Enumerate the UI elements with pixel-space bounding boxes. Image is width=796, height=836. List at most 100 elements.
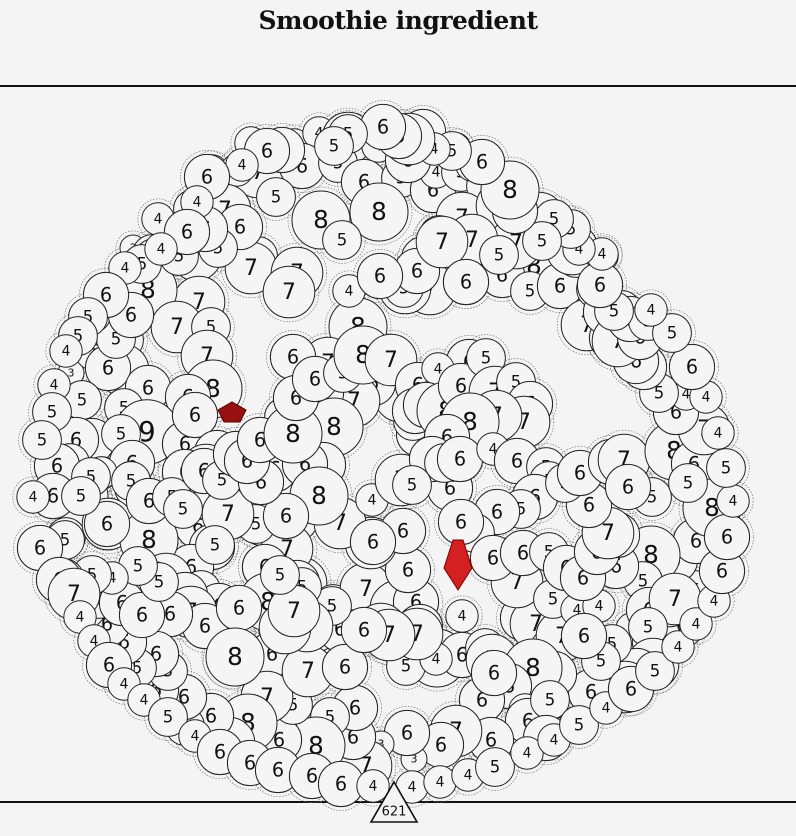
ball[interactable]: 7 [415,215,469,269]
ball[interactable]: 4 [144,232,178,266]
ball-number: 4 [345,284,354,300]
ball[interactable]: 6 [215,584,263,632]
ball-counter: 621 [381,804,407,820]
ball[interactable]: 7 [262,265,316,319]
ball[interactable]: 6 [317,760,365,808]
ball[interactable]: 5 [706,448,746,488]
ball[interactable]: 4 [225,148,259,182]
ball-number: 5 [116,424,127,443]
ball-circle [148,697,188,737]
ball[interactable]: 5 [22,420,62,460]
ball[interactable]: 6 [698,547,746,595]
ball[interactable]: 6 [349,518,397,566]
ball-number: 8 [285,419,301,448]
ball[interactable]: 8 [205,627,265,687]
ball[interactable]: 4 [16,480,50,514]
ball[interactable]: 6 [359,103,407,151]
ball[interactable]: 5 [314,126,354,166]
ball[interactable]: 5 [652,313,692,353]
ball[interactable]: 4 [701,416,735,450]
ball-number: 5 [596,651,607,670]
ball[interactable]: 5 [61,476,101,516]
ball-circle [356,252,404,300]
ball[interactable]: 5 [479,235,519,275]
ball-circle [262,492,310,540]
ball-circle [706,448,746,488]
ball[interactable]: 4 [63,600,97,634]
ball[interactable]: 4 [510,736,544,770]
ball[interactable]: 4 [356,769,390,803]
ball[interactable]: 6 [437,498,485,546]
ball[interactable]: 8 [349,182,409,242]
ball[interactable]: 6 [668,343,716,391]
ball[interactable]: 7 [267,584,321,638]
ball-number: 5 [137,254,148,273]
ball[interactable]: 5 [668,463,708,503]
red-pointer-marker-center[interactable] [443,539,473,591]
ball[interactable]: 4 [679,607,713,641]
ball[interactable]: 8 [263,404,323,464]
ball[interactable]: 8 [291,190,351,250]
ball[interactable]: 6 [83,500,131,548]
ball[interactable]: 6 [340,606,388,654]
ball[interactable]: 5 [475,747,515,787]
ball[interactable]: 5 [163,489,203,529]
ball-number: 4 [432,165,441,181]
ball[interactable]: 4 [716,484,750,518]
ball[interactable]: 7 [224,241,278,295]
ball[interactable]: 5 [322,220,362,260]
ball[interactable]: 6 [703,513,751,561]
ball[interactable]: 5 [559,705,599,745]
ball[interactable]: 4 [423,765,457,799]
ball-number: 4 [523,746,532,762]
ball[interactable]: 6 [118,591,166,639]
ball[interactable]: 5 [195,525,235,565]
ball[interactable]: 6 [604,463,652,511]
ball-circle [205,627,265,687]
red-pointer-marker-left[interactable] [217,401,247,423]
ball[interactable]: 6 [171,391,219,439]
ball-number: 6 [164,602,176,625]
ball[interactable]: 6 [560,612,608,660]
ball-number: 6 [136,603,148,626]
ball[interactable]: 5 [635,651,675,691]
ball[interactable]: 4 [49,334,83,368]
ball[interactable]: 6 [321,643,369,691]
ball-number: 4 [682,387,691,403]
ball[interactable]: 5 [256,177,296,217]
ball-number: 8 [141,525,157,554]
ball[interactable]: 5 [260,555,300,595]
ball[interactable]: 6 [436,435,484,483]
ball-circle [442,258,490,306]
ball-number: 6 [622,475,634,498]
ball-circle [49,334,83,368]
ball[interactable]: 5 [148,697,188,737]
ball[interactable]: 6 [254,746,302,794]
ball[interactable]: 4 [661,630,695,664]
ball[interactable]: 6 [442,258,490,306]
ball[interactable]: 7 [281,644,335,698]
ball[interactable]: 5 [522,221,562,261]
ball[interactable]: 6 [383,709,431,757]
ball-number: 4 [647,303,656,319]
ball[interactable]: 5 [392,465,432,505]
ball-circle [668,463,708,503]
ball-number: 5 [643,617,654,636]
ball-number: 5 [126,471,137,490]
ball-number: 4 [550,733,559,749]
ball-circle [701,416,735,450]
ball-number: 6 [272,758,284,781]
ball[interactable]: 6 [356,252,404,300]
ball[interactable]: 6 [565,481,613,529]
ball[interactable]: 4 [634,293,668,327]
ball-number: 5 [76,486,87,505]
ball[interactable]: 6 [262,492,310,540]
ball-aura [503,377,557,431]
ball-circle [322,220,362,260]
ball[interactable]: 6 [470,649,518,697]
ball-number: 5 [490,757,501,776]
ball-number: 4 [50,378,59,394]
ball[interactable]: 4 [445,599,479,633]
ball[interactable]: 6 [384,546,432,594]
